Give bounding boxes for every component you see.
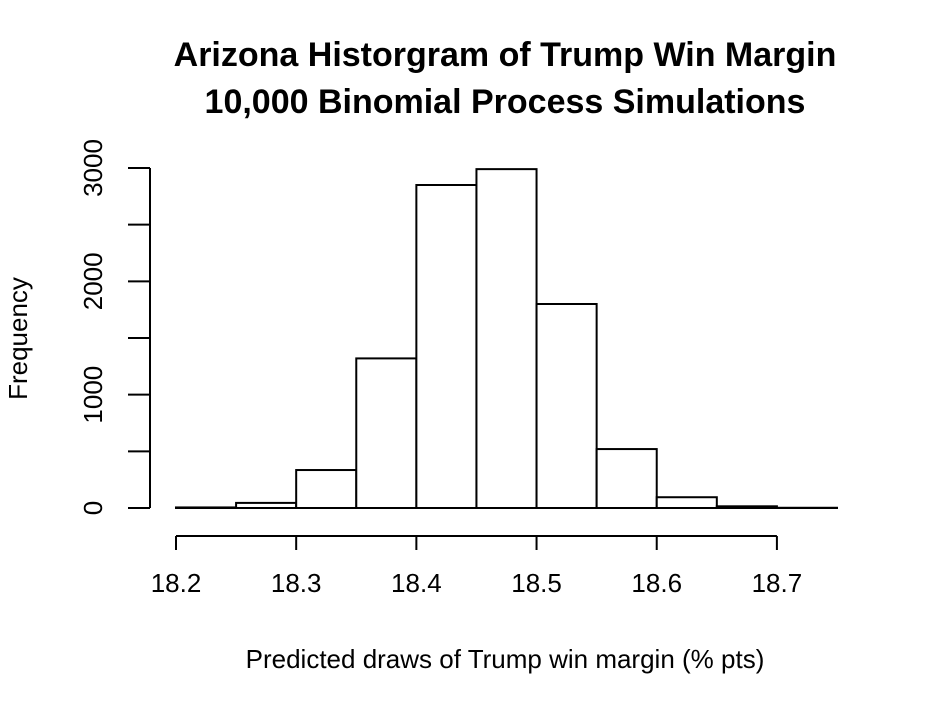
bars-group — [175, 168, 839, 510]
x-axis-label: Predicted draws of Trump win margin (% p… — [245, 644, 765, 674]
x-tick-label: 18.5 — [511, 568, 562, 598]
chart-title: Arizona Historgram of Trump Win Margin — [173, 36, 837, 74]
histogram-bar — [655, 496, 718, 510]
histogram-bar — [295, 469, 358, 509]
x-tick-label: 18.3 — [271, 568, 322, 598]
y-axis-label: Frequency — [2, 276, 33, 400]
x-tick-label: 18.7 — [752, 568, 803, 598]
x-tick-label: 18.6 — [631, 568, 682, 598]
histogram-bar — [415, 184, 478, 509]
x-tick-label: 18.2 — [151, 568, 202, 598]
histogram-bar — [535, 303, 598, 509]
chart-subtitle: 10,000 Binomial Process Simulations — [204, 83, 806, 121]
y-ticks-group: 0 1000 2000 3000 — [78, 139, 150, 515]
x-ticks-group: 18.2 18.3 18.4 18.5 18.6 18.7 — [151, 536, 803, 598]
y-tick-label: 3000 — [78, 139, 108, 197]
y-tick-label: 0 — [78, 501, 108, 515]
y-tick-label: 2000 — [78, 252, 108, 310]
y-tick-label: 1000 — [78, 366, 108, 424]
histogram-bar — [355, 357, 418, 509]
x-tick-label: 18.4 — [391, 568, 442, 598]
histogram-bar — [475, 168, 538, 509]
histogram-bar — [595, 448, 658, 510]
